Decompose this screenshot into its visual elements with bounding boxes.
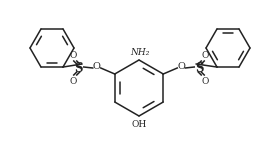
Text: OH: OH <box>131 120 147 129</box>
Text: O: O <box>69 77 76 85</box>
Text: O: O <box>202 77 209 85</box>
Text: O: O <box>202 50 209 59</box>
Text: S: S <box>195 61 203 75</box>
Text: S: S <box>75 61 83 75</box>
Text: O: O <box>69 50 76 59</box>
Text: O: O <box>93 61 101 71</box>
Text: O: O <box>177 61 185 71</box>
Text: NH₂: NH₂ <box>130 48 150 57</box>
